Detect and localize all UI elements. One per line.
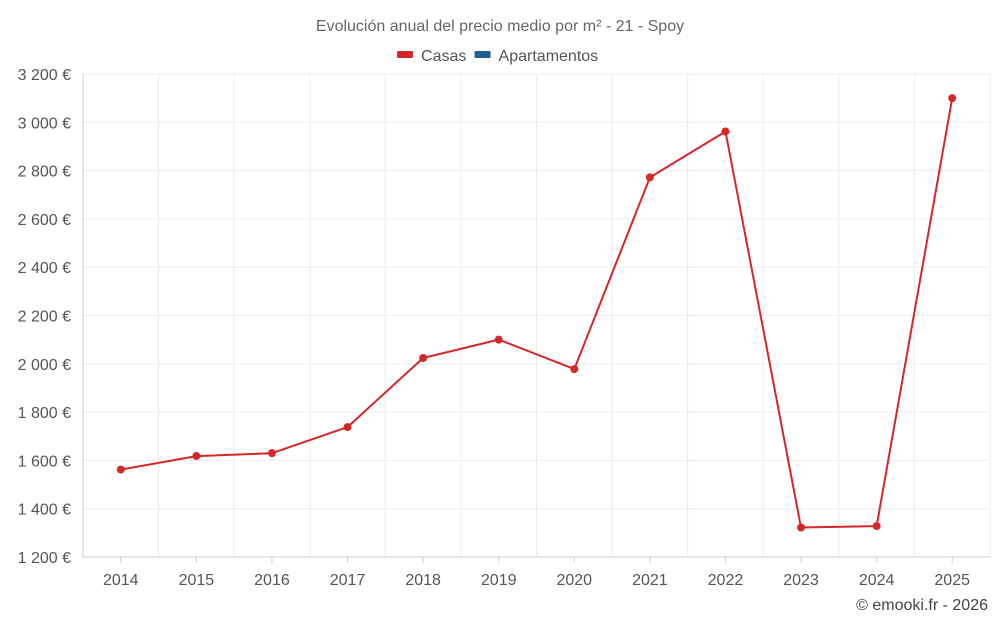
series-line-casas: [120, 98, 954, 529]
data-point: [343, 423, 352, 432]
chart-title: Evolución anual del precio medio por m² …: [316, 18, 684, 35]
y-tick-label: 1 200 €: [18, 550, 71, 567]
legend-label-casas: Casas: [421, 48, 466, 65]
x-tick-label: 2015: [179, 572, 215, 589]
axes: 1 200 € 1 400 € 1 600 € 1 800 € 2 000 € 2 200…: [18, 67, 990, 589]
data-point: [419, 354, 428, 363]
data-point: [872, 522, 881, 531]
data-point: [645, 173, 654, 182]
legend-swatch-casas: [397, 51, 414, 58]
x-tick-label: 2022: [708, 572, 744, 589]
y-tick-label: 2 000 €: [18, 357, 71, 374]
y-tick-label: 1 600 €: [18, 453, 71, 470]
data-point: [267, 449, 276, 458]
x-tick-label: 2023: [783, 572, 819, 589]
credit-text: © emooki.fr - 2026: [856, 597, 988, 614]
y-tick-label: 2 200 €: [18, 309, 71, 326]
x-tick-label: 2020: [556, 572, 592, 589]
data-point: [797, 523, 806, 532]
y-tick-label: 2 600 €: [18, 212, 71, 229]
y-tick-label: 2 400 €: [18, 260, 71, 277]
data-point: [948, 94, 957, 103]
x-tick-label: 2021: [632, 572, 668, 589]
legend: Casas Apartamentos: [397, 48, 598, 65]
x-tick-label: 2018: [405, 572, 441, 589]
data-point: [721, 127, 730, 136]
x-tick-label: 2019: [481, 572, 517, 589]
legend-swatch-apartamentos: [474, 51, 491, 58]
y-tick-label: 1 400 €: [18, 502, 71, 519]
grid: [82, 73, 991, 558]
x-tick-label: 2024: [859, 572, 895, 589]
x-tick-label: 2017: [330, 572, 366, 589]
x-tick-label: 2025: [934, 572, 970, 589]
series-layer: [116, 94, 957, 532]
y-tick-label: 2 800 €: [18, 164, 71, 181]
x-tick-label: 2014: [103, 572, 139, 589]
x-tick-label: 2016: [254, 572, 290, 589]
y-tick-label: 3 200 €: [18, 67, 71, 84]
data-point: [192, 452, 201, 461]
legend-label-apartamentos: Apartamentos: [499, 48, 599, 65]
y-tick-label: 1 800 €: [18, 405, 71, 422]
data-point: [570, 365, 579, 374]
y-tick-label: 3 000 €: [18, 115, 71, 132]
data-point: [494, 335, 503, 344]
data-point: [116, 465, 125, 474]
